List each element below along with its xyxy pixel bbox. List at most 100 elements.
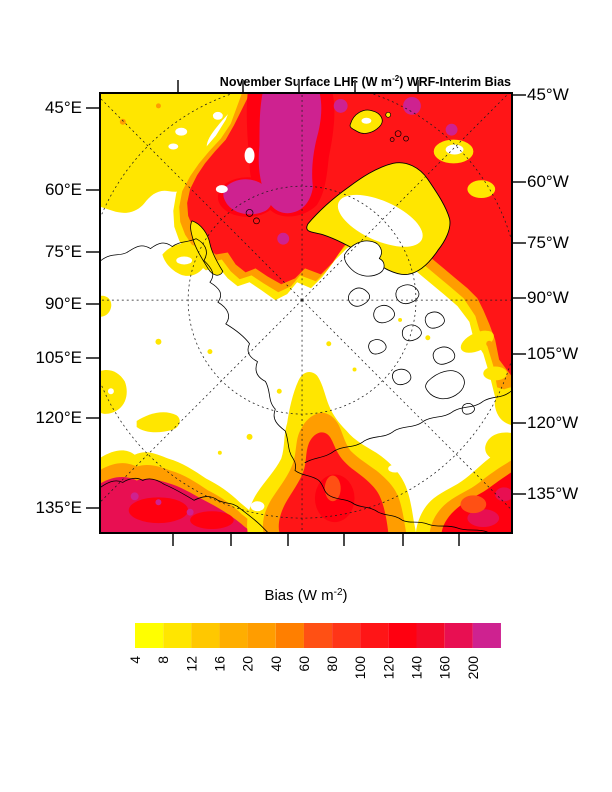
map-title: November Surface LHF (W m-2) WRF-Interim… [99, 74, 511, 89]
colorbar: Bias (W m-2) 4 8 12 16 20 40 60 80 100 [127, 587, 501, 680]
colorbar-cell [388, 623, 417, 648]
map-title-suffix: ) WRF-Interim Bias [399, 75, 511, 90]
graticule [101, 94, 511, 532]
colorbar-tick-labels: 4 8 12 16 20 40 60 80 100 120 140 160 20… [127, 656, 481, 680]
axis-label-90W: 90°W [527, 288, 569, 307]
left-tick [86, 189, 99, 191]
map-title-superscript: -2 [392, 74, 400, 83]
colorbar-cell [135, 623, 164, 648]
hook-white-core [176, 256, 193, 265]
right-tick [513, 493, 526, 495]
right-tick [513, 422, 526, 424]
top-tick [242, 80, 244, 92]
yellow-specks [155, 317, 453, 455]
magenta-spots [277, 96, 458, 245]
latitude-circle-outer [101, 94, 511, 519]
white-holes-top [215, 147, 255, 194]
svalbard-island [349, 109, 392, 134]
top-tick [354, 80, 356, 92]
map-title-prefix: November Surface LHF (W m [219, 75, 393, 90]
colorbar-label: 20 [240, 656, 256, 672]
axis-label-105W: 105°W [527, 344, 579, 363]
top-tick [177, 80, 179, 92]
top-tick [417, 80, 419, 92]
colorbar-label: 120 [380, 656, 396, 680]
region-magenta-lobe [223, 179, 272, 215]
bottom-tick [458, 534, 460, 546]
bottom-tick [287, 534, 289, 546]
coast-eurasia [101, 238, 296, 471]
axis-label-75W: 75°W [527, 233, 569, 252]
axis-label-135W: 135°W [527, 484, 579, 503]
axis-label-135E: 135°E [35, 498, 82, 517]
colorbar-cell [247, 623, 276, 648]
colorbar-label: 60 [296, 656, 312, 672]
colorbar-cell [191, 623, 220, 648]
right-tick [513, 181, 526, 183]
colorbar-label: 8 [155, 656, 171, 664]
region-bering [247, 371, 416, 532]
archipelago-yellow-fringes [460, 330, 508, 381]
colorbar-cell [332, 623, 361, 648]
top-tick [298, 80, 300, 92]
bottom-tick [230, 534, 232, 546]
colorbar-label: 140 [409, 656, 425, 680]
colorbar-cell [444, 623, 473, 648]
region-magenta-core [258, 94, 322, 214]
colorbar-cell [219, 623, 248, 648]
colorbar-cells [135, 623, 501, 648]
coast-north-america [304, 390, 511, 464]
contour-fills [101, 94, 511, 532]
siberia-block-details [119, 103, 223, 150]
left-tick [86, 303, 99, 305]
colorbar-label: 100 [352, 656, 368, 680]
yellow-streak-top [189, 101, 207, 143]
colorbar-cell [303, 623, 333, 648]
novaya-zemlya-island [190, 220, 224, 276]
axis-label-45E: 45°E [44, 98, 82, 117]
region-siberia-yellow [101, 94, 242, 213]
colorbar-cell [472, 623, 501, 648]
canadian-archipelago [344, 240, 475, 415]
colorbar-cell [275, 623, 304, 648]
map-canvas [101, 94, 511, 532]
bottom-tick [343, 534, 345, 546]
map-frame [99, 92, 513, 534]
colorbar-cell [163, 623, 192, 648]
bottom-tick [172, 534, 174, 546]
left-tick [86, 107, 99, 109]
right-tick [513, 297, 526, 299]
axis-label-120E: 120°E [35, 408, 82, 427]
colorbar-label: 80 [324, 656, 340, 672]
bottom-tick [402, 534, 404, 546]
axis-label-120W: 120°W [527, 413, 579, 432]
colorbar-label: 40 [268, 656, 284, 672]
colorbar-cell [360, 623, 389, 648]
colorbar-title: Bias (W m-2) [264, 587, 347, 604]
axis-label-90E: 90°E [44, 294, 82, 313]
right-tick [513, 94, 526, 96]
coastlines [101, 238, 511, 532]
axis-label-45W: 45°W [527, 85, 569, 104]
left-tick [86, 507, 99, 509]
axis-label-105E: 105°E [35, 348, 82, 367]
small-island-outlines [245, 130, 409, 225]
colorbar-label: 4 [127, 656, 143, 664]
colorbar-label: 160 [437, 656, 453, 680]
left-edge-yellow [101, 295, 180, 433]
coast-alaska-south [294, 470, 488, 532]
axis-label-75E: 75°E [44, 242, 82, 261]
left-tick [86, 251, 99, 253]
latitude-circle-inner [187, 185, 417, 415]
colorbar-label: 12 [183, 656, 199, 672]
axis-label-60W: 60°W [527, 172, 569, 191]
right-tick [513, 242, 526, 244]
axis-label-60E: 60°E [44, 180, 82, 199]
region-gulf-alaska [415, 442, 511, 532]
right-tick [513, 353, 526, 355]
left-tick [86, 417, 99, 419]
left-tick [86, 357, 99, 359]
colorbar-cell [416, 623, 445, 648]
colorbar-label: 200 [465, 656, 481, 680]
